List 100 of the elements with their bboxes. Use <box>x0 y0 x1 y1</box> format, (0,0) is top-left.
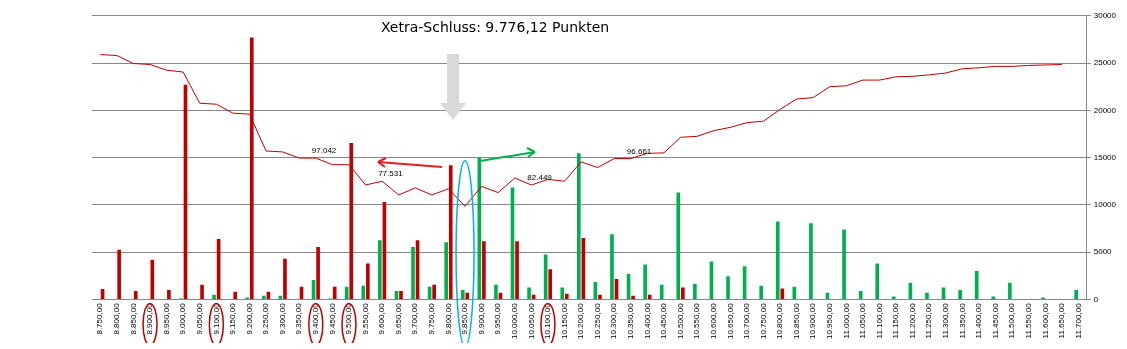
x-tick-label: 10.650,00 <box>725 302 735 339</box>
bar <box>411 246 415 299</box>
bar <box>515 241 519 299</box>
bar <box>117 249 121 299</box>
x-tick-label: 11.050,00 <box>858 302 868 339</box>
bar <box>361 285 366 299</box>
bar <box>344 286 349 299</box>
bar <box>1008 282 1012 299</box>
x-tick-label: 11.700,00 <box>1073 302 1083 339</box>
x-tick-label: 9.250,00 <box>261 302 271 335</box>
x-tick-label: 9.550,00 <box>360 302 370 335</box>
x-tick-label: 11.600,00 <box>1040 302 1050 339</box>
x-tick-label: 9.450,00 <box>327 302 337 335</box>
x-tick-label: 10.800,00 <box>775 302 785 339</box>
x-tick-label: 11.350,00 <box>957 302 967 339</box>
bar <box>681 287 685 299</box>
bar <box>842 229 846 299</box>
bar <box>548 269 553 299</box>
x-tick-label: 10.250,00 <box>592 302 602 339</box>
x-tick-label: 11.400,00 <box>974 302 984 339</box>
bar <box>809 223 813 299</box>
bar <box>598 294 602 299</box>
x-tick-label: 10.450,00 <box>659 302 669 339</box>
bar <box>212 294 216 299</box>
x-tick-label: 9.350,00 <box>294 302 304 335</box>
bar <box>925 292 929 299</box>
bar <box>610 234 614 299</box>
x-tick-label: 9.100,00 <box>211 302 221 335</box>
x-tick-label: 9.050,00 <box>194 302 204 335</box>
y-tick-label: 10000 <box>1093 200 1117 210</box>
y-tick-label: 5000 <box>1093 247 1113 257</box>
bar <box>332 286 337 299</box>
x-tick-label: 9.300,00 <box>277 302 287 335</box>
bar <box>316 246 320 299</box>
bar <box>432 284 436 299</box>
bar <box>261 295 266 299</box>
bar <box>564 293 569 299</box>
x-tick-label: 9.200,00 <box>244 302 254 335</box>
x-tick-label: 11.250,00 <box>924 302 934 339</box>
x-tick-label: 11.150,00 <box>891 302 901 339</box>
x-tick-label: 8.750,00 <box>95 302 105 335</box>
bar <box>444 242 448 299</box>
x-tick-label: 11.500,00 <box>1007 302 1017 339</box>
x-tick-label: 10.350,00 <box>626 302 636 339</box>
x-tick-label: 10.850,00 <box>791 302 801 339</box>
bar <box>494 284 498 299</box>
y-tick-label: 0 <box>1093 294 1099 304</box>
bar <box>378 240 382 299</box>
x-tick-label: 10.600,00 <box>708 302 718 339</box>
bar <box>133 290 138 299</box>
x-tick-label: 9.800,00 <box>443 302 453 335</box>
bar <box>167 289 171 299</box>
bar <box>465 292 470 299</box>
bar <box>775 221 780 299</box>
x-tick-label: 10.500,00 <box>675 302 685 339</box>
x-tick-label: 9.150,00 <box>228 302 238 335</box>
x-tick-label: 11.000,00 <box>841 302 851 339</box>
bar <box>659 284 664 299</box>
bar <box>726 276 730 299</box>
bar <box>399 290 403 299</box>
bar <box>759 285 763 299</box>
x-tick-label: 10.400,00 <box>642 302 652 339</box>
x-tick-label: 11.450,00 <box>990 302 1000 339</box>
bar <box>647 294 652 299</box>
bar <box>1074 289 1079 299</box>
x-tick-label: 10.550,00 <box>692 302 702 339</box>
bar <box>233 291 238 299</box>
y-tick-label: 30000 <box>1093 11 1117 20</box>
annotation: 77.531 <box>378 169 404 179</box>
x-tick-label: 9.000,00 <box>178 302 188 335</box>
x-tick-label: 10.050,00 <box>526 302 536 339</box>
x-tick-label: 11.550,00 <box>1023 302 1033 339</box>
annotation: 96.661 <box>626 146 652 156</box>
y-tick-label: 25000 <box>1093 58 1117 68</box>
bar <box>482 241 486 299</box>
bar <box>460 289 465 299</box>
x-tick-label: 10.000,00 <box>509 302 519 339</box>
bar <box>676 192 681 299</box>
x-tick-label: 9.600,00 <box>377 302 387 335</box>
y-tick-label: 15000 <box>1093 152 1117 162</box>
bar <box>560 287 565 299</box>
x-tick-label: 9.950,00 <box>493 302 503 335</box>
x-tick-label: 9.900,00 <box>476 302 486 335</box>
x-tick-label: 8.850,00 <box>128 302 138 335</box>
annotation: 82.449 <box>527 173 553 183</box>
x-tick-label: 9.500,00 <box>344 302 354 335</box>
x-tick-label: 11.200,00 <box>907 302 917 339</box>
x-tick-label: 9.700,00 <box>410 302 420 335</box>
bar <box>958 289 962 299</box>
x-tick-label: 9.750,00 <box>427 302 437 335</box>
bar <box>576 153 581 299</box>
bar <box>150 259 155 299</box>
bar <box>366 263 370 299</box>
x-tick-label: 8.800,00 <box>112 302 122 335</box>
annotation: 97.042 <box>311 146 337 156</box>
x-tick-label: 11.300,00 <box>941 302 951 339</box>
bar <box>283 258 287 299</box>
x-tick-label: 10.100,00 <box>543 302 553 339</box>
bar <box>693 283 697 299</box>
x-tick-label: 11.650,00 <box>1057 302 1067 339</box>
